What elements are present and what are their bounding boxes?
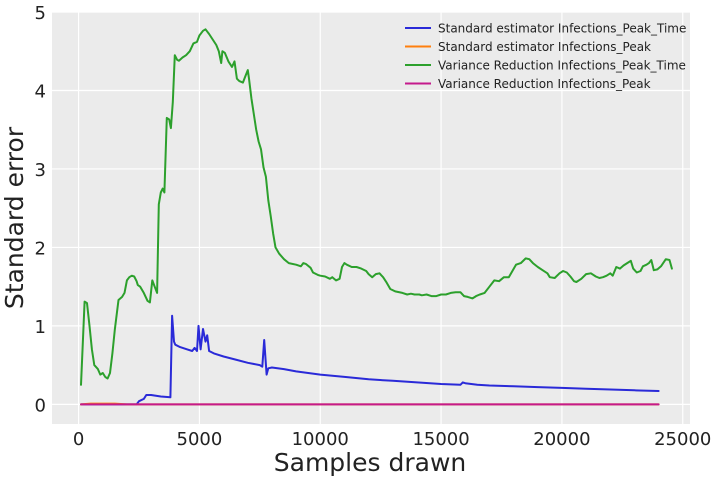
plot-background bbox=[52, 12, 690, 424]
legend-label: Variance Reduction Infections_Peak_Time bbox=[438, 59, 686, 73]
y-tick-label: 4 bbox=[35, 81, 46, 102]
series-lines bbox=[80, 28, 673, 406]
legend-label: Standard estimator Infections_Peak bbox=[438, 40, 651, 54]
x-tick-label: 10000 bbox=[292, 429, 349, 450]
series-line-3 bbox=[80, 28, 673, 386]
x-tick-label: 20000 bbox=[533, 429, 590, 450]
y-axis-label: Standard error bbox=[0, 126, 29, 309]
legend-label: Standard estimator Infections_Peak_Time bbox=[438, 22, 686, 36]
y-tick-label: 3 bbox=[35, 160, 46, 181]
x-tick-label: 15000 bbox=[412, 429, 469, 450]
legend: Standard estimator Infections_Peak_Time S… bbox=[405, 22, 686, 91]
series-line-1 bbox=[80, 314, 660, 406]
tick-labels: 0 5000 10000 15000 20000 25000 0 1 2 3 4 5 bbox=[35, 3, 712, 450]
x-tick-label: 5000 bbox=[177, 429, 223, 450]
x-axis-label: Samples drawn bbox=[274, 448, 466, 477]
y-tick-label: 1 bbox=[35, 317, 46, 338]
x-tick-label: 25000 bbox=[654, 429, 711, 450]
x-tick-label: 0 bbox=[73, 429, 84, 450]
y-tick-label: 5 bbox=[35, 3, 46, 24]
legend-label: Variance Reduction Infections_Peak bbox=[438, 77, 651, 91]
y-tick-label: 0 bbox=[35, 395, 46, 416]
y-tick-label: 2 bbox=[35, 238, 46, 259]
